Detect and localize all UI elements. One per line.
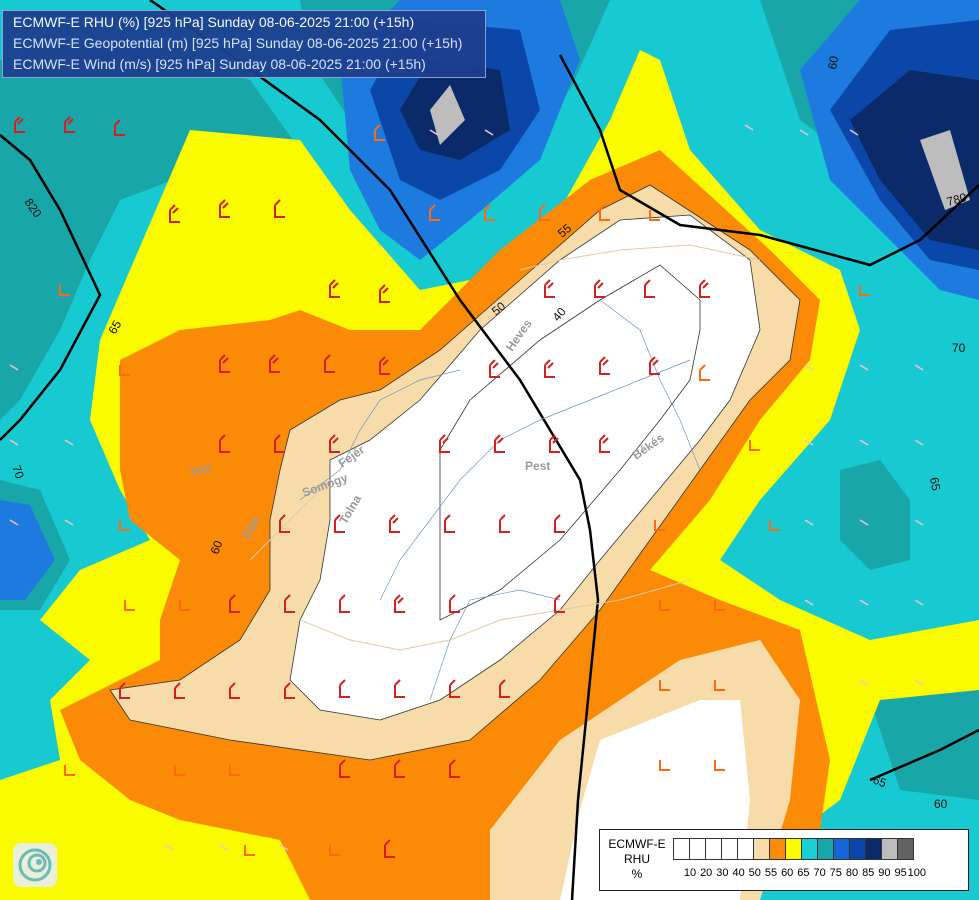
rh-80-left (0, 500, 55, 600)
legend-swatch (721, 838, 738, 860)
title-geopotential: ECMWF-E Geopotential (m) [925 hPa] Sunda… (13, 35, 463, 51)
legend-swatch (833, 838, 850, 860)
map-title-box: ECMWF-E RHU (%) [925 hPa] Sunday 08-06-2… (2, 10, 486, 78)
legend-swatch (737, 838, 754, 860)
borders (249, 244, 761, 651)
label-780: 780 (945, 190, 968, 209)
label-65-right: 65 (927, 476, 943, 492)
legend-model: ECMWF-E (608, 837, 666, 851)
legend-tick-label: 100 (907, 867, 926, 879)
wind-barbs-light (9, 124, 924, 851)
legend-swatch (689, 838, 706, 860)
label-60-top: 60 (825, 55, 841, 71)
rh-75-band-bottom-right (870, 680, 979, 800)
wind-barbs-medium (59, 124, 870, 856)
label-60-left: 60 (208, 538, 226, 556)
label-60-bottom: 60 (934, 797, 948, 811)
rhu-legend: ECMWF-E RHU % 10 20 30 40 50 55 60 65 70 75 80 85 90… (599, 829, 969, 891)
legend-swatch (817, 838, 834, 860)
legend-tick-label: 75 (829, 867, 842, 879)
legend-tick-label: 60 (781, 867, 794, 879)
legend-swatch (673, 838, 690, 860)
legend-swatch (753, 838, 770, 860)
rh-50-core (290, 215, 760, 720)
legend-swatch (881, 838, 898, 860)
place-pest: Pest (525, 459, 550, 473)
legend-tick-label: 65 (797, 867, 810, 879)
legend-unit: % (631, 867, 643, 881)
legend-swatch (865, 838, 882, 860)
legend-tick-label: 50 (748, 867, 761, 879)
rh-contour-lines (109, 184, 801, 761)
legend-swatch (705, 838, 722, 860)
legend-title: ECMWF-E RHU % (606, 837, 668, 882)
legend-tick-label: 20 (700, 867, 713, 879)
legend-tick-label: 95 (894, 867, 907, 879)
legend-swatch (785, 838, 802, 860)
legend-swatch (769, 838, 786, 860)
label-65-bottom: 65 (871, 773, 889, 791)
title-wind: ECMWF-E Wind (m/s) [925 hPa] Sunday 08-0… (13, 56, 426, 72)
legend-tick-label: 10 (683, 867, 697, 879)
label-70-left: 70 (9, 463, 27, 481)
legend-swatch (897, 838, 914, 860)
legend-tick-label: 40 (732, 867, 745, 879)
legend-variable: RHU (624, 852, 650, 866)
legend-tick-label: 85 (862, 867, 875, 879)
swirl-logo-icon (18, 848, 52, 882)
wind-barbs-strong (14, 116, 710, 858)
rh-95-top-left (430, 85, 465, 145)
legend-swatch (801, 838, 818, 860)
rh-75-band-lower-right (840, 460, 910, 570)
legend-swatches (673, 838, 914, 860)
legend-swatch (849, 838, 866, 860)
legend-ticks: 10 20 30 40 50 55 60 65 70 75 80 85 90 95 100 (674, 867, 974, 881)
legend-tick-label: 70 (813, 867, 826, 879)
title-rhu: ECMWF-E RHU (%) [925 hPa] Sunday 08-06-2… (13, 14, 415, 30)
provider-logo (13, 843, 57, 887)
legend-tick-label: 80 (845, 867, 859, 879)
legend-tick-label: 30 (716, 867, 729, 879)
rh-95-top-right (920, 130, 970, 210)
label-70-right: 70 (952, 341, 966, 355)
place-vas: Vas (189, 460, 213, 479)
legend-tick-label: 55 (764, 867, 778, 879)
legend-tick-label: 90 (878, 867, 891, 879)
label-65-left: 65 (105, 318, 124, 337)
